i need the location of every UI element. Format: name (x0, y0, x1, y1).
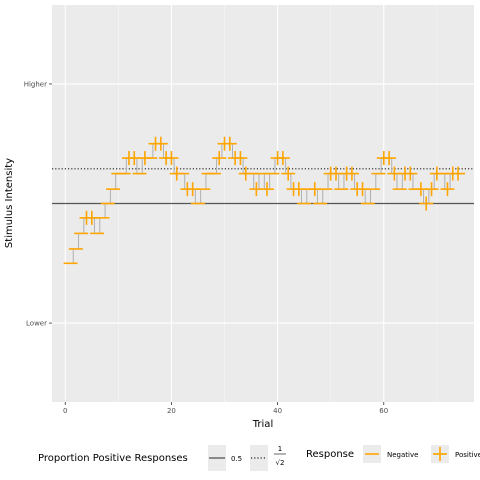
positive-point (222, 136, 237, 151)
positive-point (451, 166, 466, 181)
legend-entry-inv-sqrt2-den: √2 (276, 459, 285, 467)
positive-point (382, 151, 397, 166)
x-tick-label: 60 (379, 407, 388, 415)
positive-point (344, 166, 359, 181)
positive-point (153, 136, 168, 151)
positive-point (403, 166, 418, 181)
positive-point (440, 182, 455, 197)
response-points (63, 136, 466, 265)
legend-entry-positive: Positive (455, 451, 480, 459)
legend-proportion: Proportion Positive Responses 0.5 1 √2 (38, 445, 286, 471)
legend-response-title: Response (306, 449, 354, 460)
positive-point (164, 151, 179, 166)
x-axis-title: Trial (252, 419, 273, 430)
positive-point (275, 151, 290, 166)
positive-point (281, 166, 296, 181)
x-tick-label: 0 (63, 407, 67, 415)
legend-entry-half: 0.5 (231, 455, 242, 463)
positive-point (424, 182, 439, 197)
positive-point (259, 182, 274, 197)
legend-key-bg (250, 445, 268, 471)
legend-entry-inv-sqrt2-num: 1 (278, 445, 282, 453)
y-axis-title: Stimulus Intensity (4, 158, 15, 248)
y-tick-label: Higher (24, 80, 47, 88)
positive-point (212, 151, 227, 166)
positive-point (419, 196, 434, 211)
y-axis-ticks: Lower Higher (24, 80, 52, 328)
y-tick-label: Lower (26, 320, 47, 328)
x-tick-label: 20 (167, 407, 176, 415)
x-tick-label: 40 (273, 407, 282, 415)
legend-response: Response Negative Positive (306, 445, 480, 463)
reference-lines (52, 168, 474, 205)
positive-point (233, 151, 248, 166)
x-axis-ticks: 0 20 40 60 (63, 402, 388, 415)
legend-entry-negative: Negative (387, 451, 418, 459)
legend-proportion-title: Proportion Positive Responses (38, 453, 188, 464)
